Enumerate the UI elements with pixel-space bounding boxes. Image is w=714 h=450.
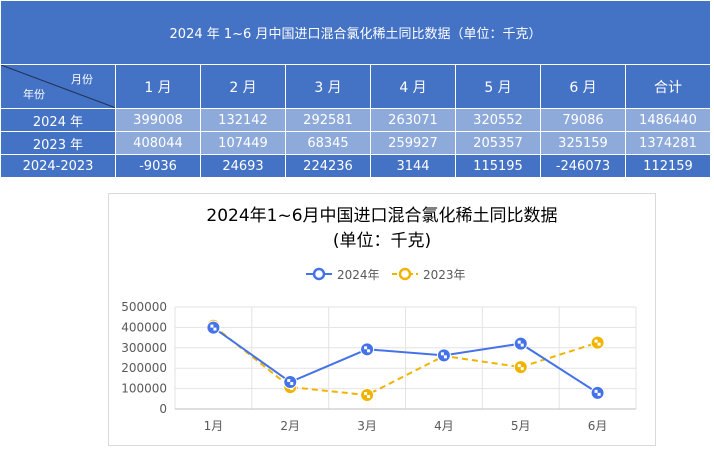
y-tick-label: 200000 — [121, 361, 167, 375]
table-cell: -246073 — [540, 154, 626, 178]
corner-month-label: 月份 — [71, 73, 93, 86]
legend-label: 2024年 — [337, 268, 380, 282]
data-point — [360, 388, 375, 403]
data-point-pattern — [367, 395, 371, 399]
data-point-pattern — [520, 367, 524, 371]
x-tick-label: 2月 — [280, 419, 300, 433]
table-cell: 292581 — [285, 108, 371, 132]
data-point-pattern — [520, 343, 524, 347]
data-point-pattern — [210, 324, 214, 328]
data-point-pattern — [594, 389, 598, 393]
data-point-pattern — [594, 339, 598, 343]
data-point-pattern — [517, 364, 521, 368]
table-cell: 107449 — [200, 131, 286, 155]
row-label: 2023 年 — [0, 131, 116, 155]
legend-swatch-marker — [312, 267, 326, 281]
y-tick-label: 0 — [159, 402, 167, 416]
table-cell: 325159 — [540, 131, 626, 155]
table-cell: 320552 — [455, 108, 541, 132]
data-table: 2024 年 1~6 月中国进口混合氯化稀土同比数据（单位：千克） 月份 年份 … — [0, 0, 711, 178]
data-point — [590, 385, 605, 400]
table-cell: -9036 — [115, 154, 201, 178]
y-tick-label: 400000 — [121, 320, 167, 334]
y-tick-label: 300000 — [121, 341, 167, 355]
corner-year-label: 年份 — [23, 88, 45, 101]
row-label: 2024-2023 — [0, 154, 116, 178]
data-point-marker — [590, 335, 605, 350]
table-cell: 112159 — [625, 154, 711, 178]
data-point-pattern — [367, 349, 371, 353]
data-point-pattern — [597, 342, 601, 346]
data-point-pattern — [517, 340, 521, 344]
data-point — [590, 335, 605, 350]
data-point-pattern — [290, 382, 294, 386]
col-header: 5 月 — [455, 64, 541, 109]
table-cell: 115195 — [455, 154, 541, 178]
series-line — [212, 326, 599, 394]
data-point-pattern — [597, 392, 601, 396]
data-point — [283, 375, 298, 390]
table-row: 2024-2023 -9036 24693 224236 3144 115195… — [0, 154, 711, 178]
legend-label: 2023年 — [423, 268, 466, 282]
table-cell: 224236 — [285, 154, 371, 178]
data-point-pattern — [213, 327, 217, 331]
chart-series — [206, 318, 605, 403]
chart-subtitle: (单位：千克) — [333, 231, 431, 251]
data-point — [436, 348, 451, 363]
x-tick-label: 4月 — [434, 419, 454, 433]
data-point-pattern — [287, 379, 291, 383]
table-cell: 399008 — [115, 108, 201, 132]
y-tick-label: 100000 — [121, 382, 167, 396]
x-tick-label: 5月 — [511, 419, 531, 433]
row-label: 2024 年 — [0, 108, 116, 132]
x-tick-label: 3月 — [357, 419, 377, 433]
chart-svg: 2024年1~6月中国进口混合氯化稀土同比数据 (单位：千克) 2024年 202… — [121, 206, 637, 433]
line-chart: 2024年1~6月中国进口混合氯化稀土同比数据 (单位：千克) 2024年 202… — [108, 193, 656, 446]
y-tick-label: 500000 — [121, 300, 167, 314]
table-cell: 24693 — [200, 154, 286, 178]
data-point — [513, 360, 528, 375]
data-point-pattern — [364, 392, 368, 396]
table-cell: 79086 — [540, 108, 626, 132]
legend-item: 2023年 — [392, 267, 466, 282]
data-point-pattern — [443, 355, 447, 359]
legend-swatch-marker — [398, 267, 412, 281]
corner-header: 月份 年份 — [0, 64, 116, 109]
x-axis: 1月 2月 3月 4月 5月 6月 — [175, 408, 636, 433]
chart-title: 2024年1~6月中国进口混合氯化稀土同比数据 — [206, 206, 557, 226]
data-point — [206, 320, 221, 335]
table-cell: 205357 — [455, 131, 541, 155]
table-cell: 132142 — [200, 108, 286, 132]
corner-diagonal — [1, 65, 115, 108]
table-cell: 3144 — [370, 154, 456, 178]
table-row: 2023 年 408044 107449 68345 259927 205357… — [0, 131, 711, 155]
legend-item: 2024年 — [306, 267, 380, 282]
table-cell: 408044 — [115, 131, 201, 155]
table-row: 2024 年 399008 132142 292581 263071 32055… — [0, 108, 711, 132]
col-header: 1 月 — [115, 64, 201, 109]
table-cell: 259927 — [370, 131, 456, 155]
table-cell: 68345 — [285, 131, 371, 155]
table-cell: 1374281 — [625, 131, 711, 155]
col-header: 3 月 — [285, 64, 371, 109]
data-point-pattern — [364, 346, 368, 350]
chart-legend: 2024年 2023年 — [306, 267, 466, 282]
data-point — [513, 336, 528, 351]
data-point — [360, 342, 375, 357]
col-header: 2 月 — [200, 64, 286, 109]
table-cell: 1486440 — [625, 108, 711, 132]
data-point-pattern — [440, 352, 444, 356]
col-header: 6 月 — [540, 64, 626, 109]
chart-grid — [174, 306, 637, 410]
x-tick-label: 6月 — [588, 419, 608, 433]
table-title: 2024 年 1~6 月中国进口混合氯化稀土同比数据（单位：千克） — [0, 0, 711, 65]
series-line — [212, 324, 598, 397]
y-axis: 0 100000 200000 300000 400000 500000 — [121, 300, 167, 416]
x-tick-label: 1月 — [204, 419, 224, 433]
col-header: 4 月 — [370, 64, 456, 109]
table-cell: 263071 — [370, 108, 456, 132]
col-header-total: 合计 — [625, 64, 711, 109]
